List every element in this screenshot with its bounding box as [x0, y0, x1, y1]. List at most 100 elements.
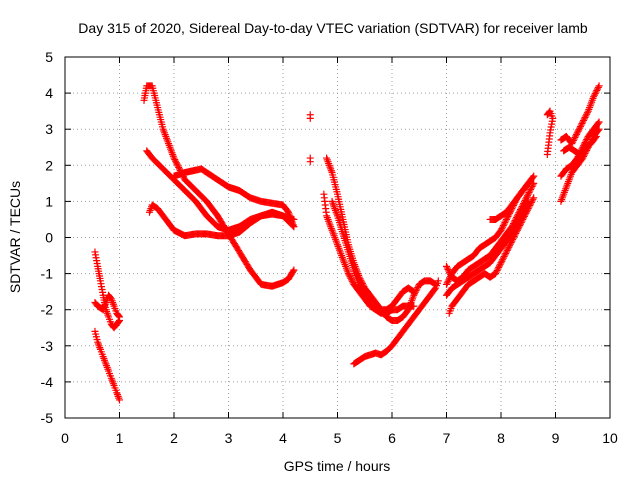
data-point [345, 271, 353, 279]
data-point [527, 186, 535, 194]
data-point [579, 118, 587, 126]
data-point [116, 396, 123, 404]
data-point [583, 110, 591, 118]
data-point [592, 132, 600, 140]
y-tick-label: 0 [45, 230, 53, 246]
data-point [510, 225, 518, 233]
data-point [499, 222, 507, 230]
x-axis-label: GPS time / hours [284, 458, 391, 474]
data-point [543, 150, 551, 158]
data-point [498, 225, 506, 233]
data-point [572, 132, 580, 140]
data-point [499, 254, 507, 262]
data-point [570, 135, 578, 143]
data-point [346, 273, 354, 281]
data-point [594, 83, 602, 91]
data-point [173, 160, 181, 168]
data-point [348, 277, 356, 285]
x-tick-label: 7 [443, 430, 451, 446]
x-tick-label: 5 [334, 430, 342, 446]
data-point [344, 270, 352, 278]
data-point [492, 270, 500, 278]
y-tick-label: 5 [45, 49, 53, 65]
data-point [545, 108, 553, 116]
data-point [571, 133, 579, 141]
data-point [445, 267, 453, 275]
data-point [444, 277, 452, 285]
data-point [502, 217, 510, 225]
series-arc-2d [170, 165, 298, 231]
data-point [115, 312, 123, 320]
data-point [523, 192, 531, 200]
data-point [284, 207, 292, 215]
data-point [495, 262, 503, 270]
data-point [591, 134, 599, 142]
data-point [523, 199, 531, 207]
data-point [530, 194, 538, 202]
data-point [576, 123, 584, 131]
data-point [414, 284, 422, 292]
data-point [493, 267, 501, 275]
data-point [516, 214, 524, 222]
data-point [580, 116, 588, 124]
data-point [502, 248, 510, 256]
data-point [499, 256, 507, 264]
plot-frame [64, 56, 611, 419]
data-point [513, 219, 521, 227]
data-point [289, 267, 297, 275]
data-point [573, 130, 581, 138]
data-point [527, 184, 535, 192]
data-point [524, 179, 532, 187]
y-tick-label: 2 [45, 157, 53, 173]
x-tick-label: 1 [116, 430, 124, 446]
data-point [501, 251, 509, 259]
x-tick-label: 9 [552, 430, 560, 446]
data-point [443, 262, 450, 270]
data-point [594, 85, 602, 93]
y-tick-label: -1 [41, 266, 54, 282]
data-point [592, 88, 600, 96]
data-point [590, 93, 598, 101]
data-point [525, 189, 533, 197]
data-point [500, 253, 508, 261]
data-point [578, 120, 586, 128]
series-arc-3b [306, 154, 314, 166]
data-point [524, 197, 532, 205]
data-point [511, 224, 519, 232]
y-tick-label: 4 [45, 85, 53, 101]
data-point [520, 205, 528, 213]
data-point [496, 260, 504, 268]
data-point [498, 257, 506, 265]
x-tick-label: 6 [388, 430, 396, 446]
x-tick-labels: 0 1 2 3 4 5 6 7 8 9 10 [61, 430, 618, 446]
data-point [573, 129, 581, 137]
data-point [583, 109, 591, 117]
data-point [492, 268, 500, 276]
data-point [443, 264, 451, 272]
data-point [575, 126, 583, 134]
data-point [431, 285, 439, 293]
data-point [499, 223, 507, 231]
data-point [503, 214, 511, 222]
y-tick-label: 3 [45, 121, 53, 137]
data-point [524, 190, 532, 198]
data-point [434, 277, 442, 285]
data-point [446, 269, 454, 277]
data-point [506, 240, 514, 248]
data-point [290, 223, 298, 231]
data-point [523, 181, 531, 189]
data-point [508, 230, 516, 238]
data-point [497, 259, 505, 267]
y-tick-label: -4 [41, 374, 54, 390]
data-point [576, 124, 584, 132]
data-point [170, 154, 178, 162]
series-arc-6e [560, 132, 600, 158]
y-tick-labels: -5 -4 -3 -2 -1 0 1 2 3 4 5 [41, 49, 54, 426]
series-arc-3a [306, 111, 314, 122]
data-point [306, 111, 314, 119]
x-tick-label: 4 [279, 430, 287, 446]
data-point [444, 265, 452, 273]
data-point [523, 193, 531, 201]
data-point [582, 112, 590, 120]
